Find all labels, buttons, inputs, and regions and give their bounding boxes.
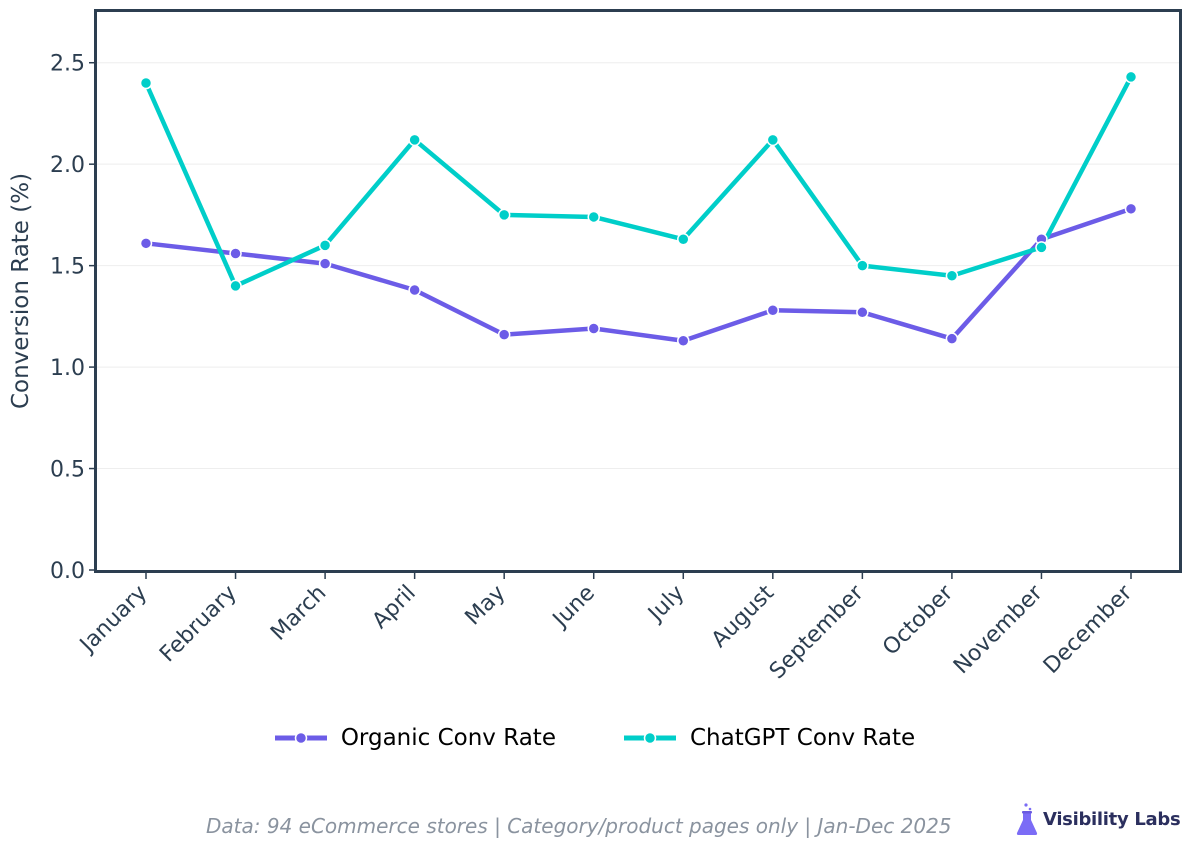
data-point [677,233,690,246]
data-point [318,257,332,270]
y-tick-label: 0.5 [50,458,85,483]
data-point [856,306,869,319]
data-point [1124,70,1138,84]
data-point [587,210,600,224]
x-tick-label: August [707,580,779,652]
brand-name: Visibility Labs [1043,808,1181,830]
x-tick-label: July [642,581,689,628]
data-point [587,322,600,335]
legend-line-icon [274,731,327,745]
y-tick-label: 1.0 [50,356,85,381]
y-tick-label: 2.5 [50,52,85,77]
data-source-note: Data: 94 eCommerce stores | Category/pro… [206,814,952,838]
data-point [766,133,780,147]
data-point [408,133,421,147]
legend-item-organic: Organic Conv Rate [274,725,556,751]
data-point [318,239,332,252]
data-point [766,304,780,317]
series-lines [143,74,1134,343]
data-point [139,76,153,90]
x-tick-label: April [368,581,421,634]
series-line-0 [143,206,1134,343]
y-axis-title: Conversion Rate (%) [8,173,34,409]
legend: Organic Conv Rate ChatGPT Conv Rate [0,725,1190,751]
data-point [856,259,869,272]
data-point [945,332,959,345]
x-tick-label: May [461,581,511,631]
data-point [1035,241,1048,254]
data-point [229,247,242,260]
data-point [1124,202,1138,216]
data-point [497,208,511,222]
data-point [945,269,959,283]
y-tick-label: 1.5 [50,255,85,280]
x-tick-label: January [74,581,152,659]
x-tick-label: September [765,580,869,684]
legend-item-chatgpt: ChatGPT Conv Rate [623,725,916,751]
data-point [497,328,511,341]
y-tick-label: 0.0 [50,559,85,584]
x-tick-label: November [949,580,1048,679]
plot-frame [94,9,1182,573]
legend-label-organic: Organic Conv Rate [340,725,556,751]
flask-icon [1016,803,1038,835]
x-tick-label: March [266,581,331,646]
series-line-1 [143,74,1134,289]
line-chart: 0.0 0.5 1.0 1.5 2.0 2.5 January February March A… [8,9,1182,684]
series-markers [139,70,1138,347]
x-tick-label: October [878,580,959,661]
legend-line-icon [623,731,676,745]
data-point [139,237,153,250]
x-tick-label: December [1039,580,1138,679]
y-tick-label: 2.0 [50,153,85,178]
y-axis-ticks: 0.0 0.5 1.0 1.5 2.0 2.5 [50,52,95,584]
data-point [408,283,421,297]
brand-logo: Visibility Labs [1016,802,1181,836]
x-axis-ticks: January February March April May June July Augu… [74,573,1138,684]
data-point [229,279,242,293]
legend-label-chatgpt: ChatGPT Conv Rate [689,725,916,751]
data-point [677,334,690,347]
x-tick-label: February [155,581,242,668]
x-tick-label: June [547,581,600,634]
